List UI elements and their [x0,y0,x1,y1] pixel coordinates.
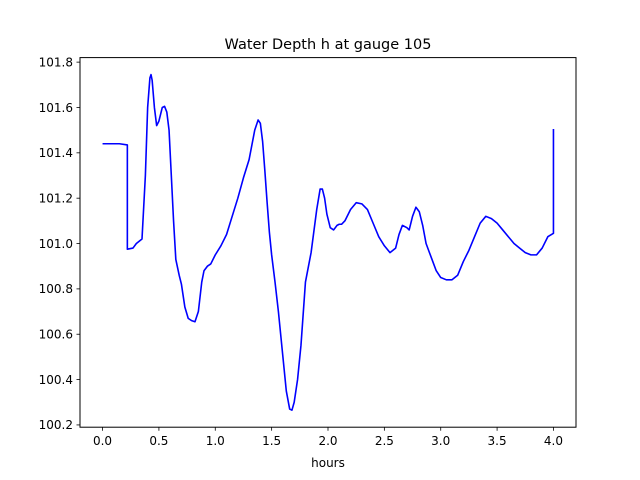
x-tick-label: 1.5 [262,434,281,448]
x-tick-label: 0.0 [93,434,112,448]
y-tick-label: 101.6 [39,101,73,115]
x-tick-label: 2.0 [318,434,337,448]
y-tick-label: 101.4 [39,146,73,160]
x-tick-label: 0.5 [149,434,168,448]
y-tick-label: 100.8 [39,282,73,296]
x-axis-label: hours [311,456,345,470]
chart-title: Water Depth h at gauge 105 [225,37,432,53]
y-tick-label: 101.8 [39,55,73,69]
y-tick-label: 100.6 [39,328,73,342]
y-tick-label: 101.0 [39,237,73,251]
y-tick-label: 100.4 [39,373,73,387]
x-tick-label: 2.5 [375,434,394,448]
x-tick-label: 4.0 [544,434,563,448]
x-tick-label: 3.0 [431,434,450,448]
y-tick-label: 100.2 [39,418,73,432]
x-tick-label: 3.5 [488,434,507,448]
y-tick-label: 101.2 [39,191,73,205]
x-tick-label: 1.0 [206,434,225,448]
